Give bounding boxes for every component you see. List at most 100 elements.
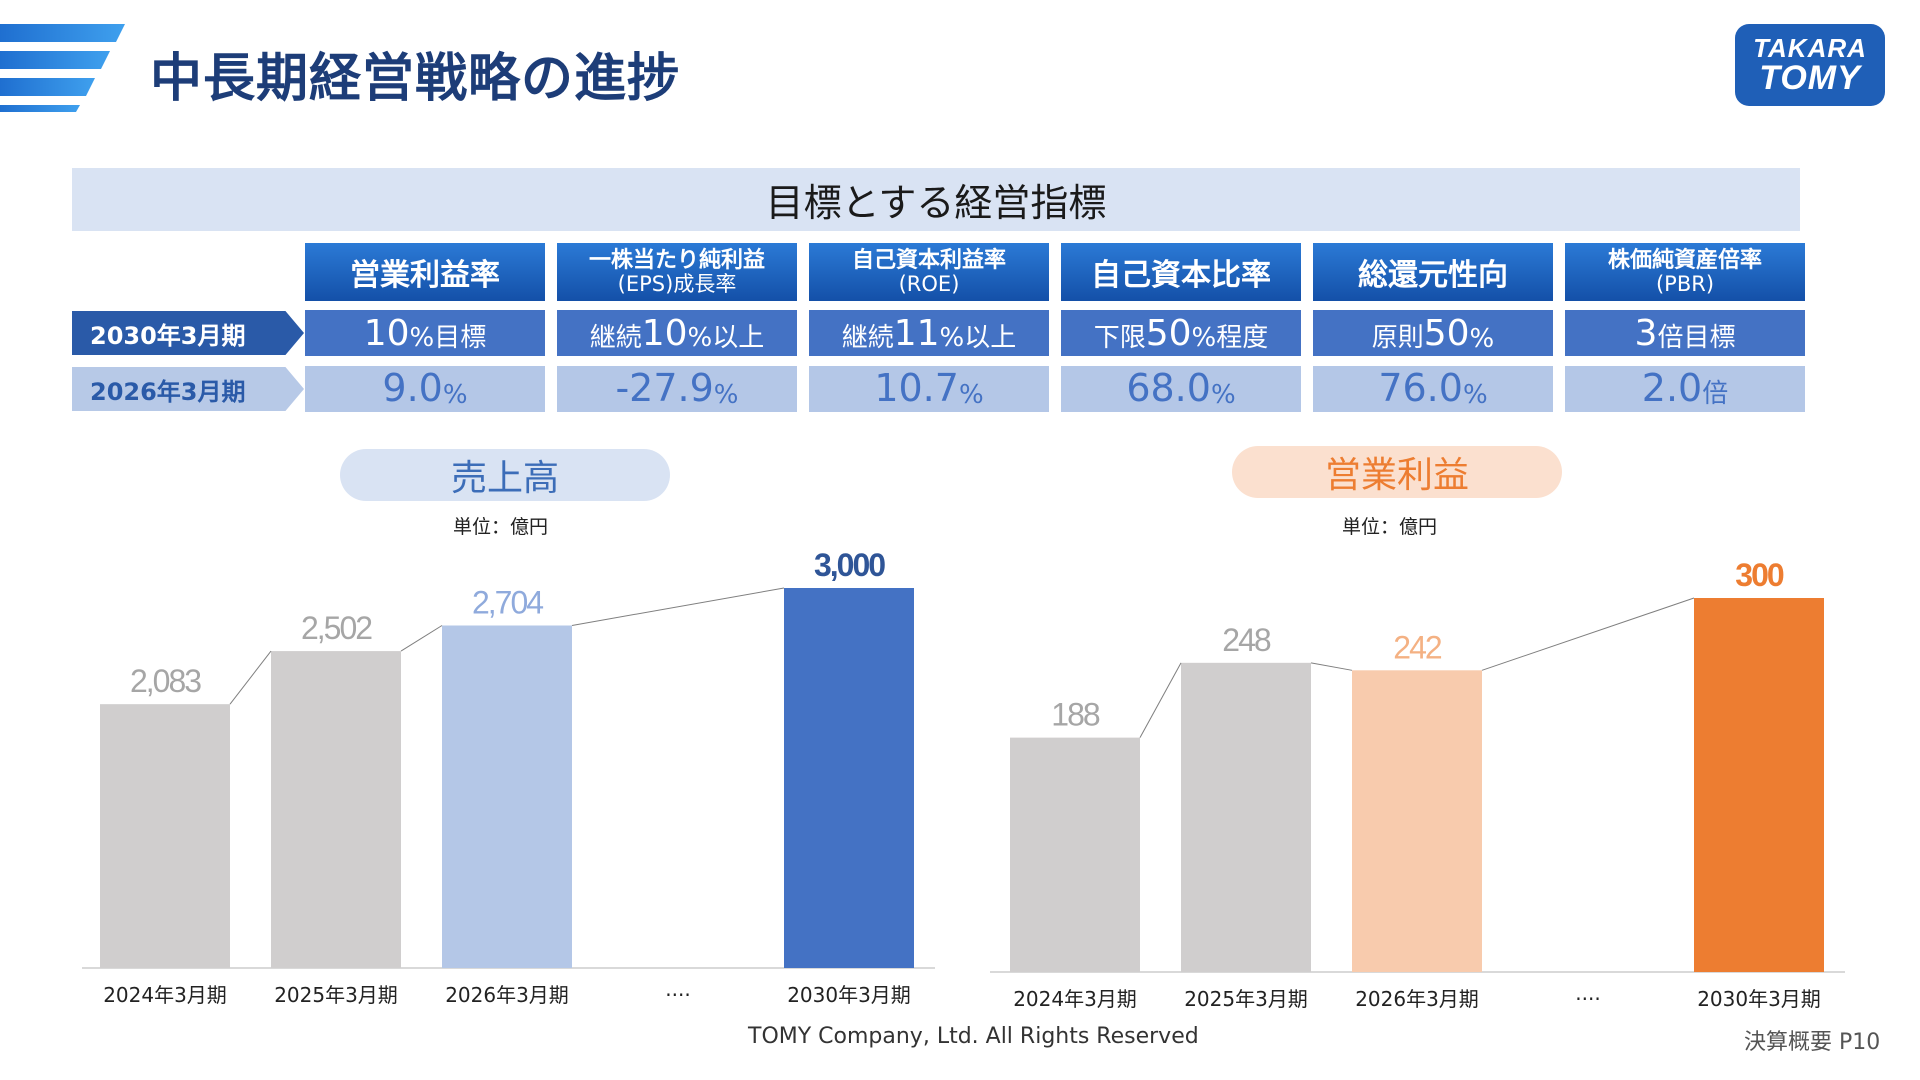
bar-value-label: 3,000 — [814, 547, 885, 583]
category-label: ···· — [665, 983, 690, 1007]
kpi-target-cell: 10 %目標 — [305, 310, 545, 356]
kpi-actual-cell: 10.7% — [809, 366, 1049, 412]
kpi-target-suffix: %以上 — [687, 323, 765, 353]
kpi-target-suffix: 倍目標 — [1657, 323, 1736, 353]
bar-2 — [1352, 670, 1482, 972]
bar-value-label: 2,502 — [301, 610, 372, 646]
category-label: 2030年3月期 — [1697, 987, 1821, 1011]
kpi-target-prefix: 下限 — [1093, 323, 1146, 353]
category-label: 2024年3月期 — [103, 983, 227, 1007]
kpi-header-1: 一株当たり純利益 (EPS)成長率 — [557, 243, 797, 301]
kpi-actual-suffix: % — [442, 380, 468, 410]
bar-0 — [100, 704, 230, 968]
connector-line — [400, 625, 443, 652]
kpi-header-line: (ROE) — [898, 272, 960, 297]
kpi-header-line: 自己資本利益率 — [851, 247, 1006, 273]
kpi-header-2: 自己資本利益率 (ROE) — [809, 243, 1049, 301]
page-title: 中長期経営戦略の進捗 — [150, 49, 681, 109]
category-label: 2026年3月期 — [445, 983, 569, 1007]
bar-value-label: 2,083 — [130, 663, 201, 699]
kpi-header-line: 総還元性向 — [1358, 258, 1508, 293]
kpi-actual-cell: -27.9% — [557, 366, 797, 412]
bar-value-label: 2,704 — [472, 584, 543, 620]
kpi-target-suffix: %以上 — [939, 323, 1017, 353]
kpi-actual-value: 2.0 — [1641, 366, 1703, 410]
bar-4 — [784, 588, 914, 968]
kpi-target-prefix: 継続 — [589, 323, 642, 353]
kpi-header-line: 一株当たり純利益 — [588, 247, 765, 273]
kpi-target-num: 50 — [1145, 313, 1192, 354]
kpi-header-line: 株価純資産倍率 — [1607, 247, 1762, 273]
kpi-actual-cell: 68.0% — [1061, 366, 1301, 412]
row-label-target: 2030年3月期 — [72, 311, 304, 355]
bar-value-label: 188 — [1051, 697, 1100, 733]
kpi-target-cell: 継続 10 %以上 — [557, 310, 797, 356]
kpi-header-line: (EPS)成長率 — [617, 272, 737, 297]
logo-line-2: TOMY — [1759, 59, 1861, 97]
sales-unit-label: 単位：億円 — [453, 516, 549, 538]
category-label: 2025年3月期 — [1184, 987, 1308, 1011]
connector-line — [229, 650, 272, 705]
category-label: ···· — [1575, 987, 1600, 1011]
connector-line — [571, 587, 785, 626]
header-stripes-decoration — [0, 24, 125, 112]
kpi-header-3: 自己資本比率 — [1061, 243, 1301, 301]
kpi-banner: 目標とする経営指標 — [72, 168, 1800, 231]
kpi-header-line: (PBR) — [1655, 272, 1715, 297]
kpi-actual-value: 9.0 — [382, 366, 443, 410]
kpi-actual-suffix: % — [958, 380, 984, 410]
connector-line — [1139, 662, 1182, 738]
kpi-target-cell: 継続 11 %以上 — [809, 310, 1049, 356]
takara-tomy-logo: TAKARA TOMY — [1735, 24, 1885, 106]
operating-profit-unit-label: 単位：億円 — [1342, 516, 1438, 538]
category-label: 2030年3月期 — [787, 983, 911, 1007]
kpi-target-num: 10 — [363, 313, 410, 354]
row-label-actual: 2026年3月期 — [72, 367, 304, 411]
kpi-actual-value: 76.0 — [1378, 366, 1463, 410]
footer-copyright: TOMY Company, Ltd. All Rights Reserved — [748, 1024, 1199, 1049]
bar-2 — [442, 625, 572, 968]
kpi-target-num: 3 — [1634, 313, 1658, 354]
category-label: 2024年3月期 — [1013, 987, 1137, 1011]
kpi-target-suffix: %程度 — [1191, 323, 1269, 353]
connector-line — [1310, 662, 1353, 671]
kpi-actual-cell: 76.0% — [1313, 366, 1553, 412]
kpi-actual-suffix: % — [1210, 380, 1236, 410]
bar-value-label: 242 — [1393, 629, 1442, 665]
kpi-actual-suffix: 倍 — [1702, 379, 1729, 409]
kpi-actual-suffix: % — [1462, 380, 1488, 410]
kpi-target-num: 10 — [641, 313, 688, 354]
bar-value-label: 300 — [1735, 557, 1784, 593]
sales-chart-title: 売上高 — [340, 449, 670, 501]
kpi-target-prefix: 継続 — [841, 323, 894, 353]
kpi-actual-value: 10.7 — [874, 366, 959, 410]
kpi-target-prefix: 原則 — [1371, 323, 1424, 353]
kpi-header-4: 総還元性向 — [1313, 243, 1553, 301]
bar-4 — [1694, 598, 1824, 972]
bar-value-label: 248 — [1222, 622, 1271, 658]
kpi-header-line: 自己資本比率 — [1091, 258, 1271, 293]
bar-1 — [1181, 662, 1311, 972]
kpi-target-cell: 原則 50% — [1313, 310, 1553, 356]
kpi-target-suffix: % — [1469, 324, 1495, 354]
kpi-actual-cell: 2.0 倍 — [1565, 366, 1805, 412]
kpi-target-cell: 3 倍目標 — [1565, 310, 1805, 356]
kpi-header-5: 株価純資産倍率 (PBR) — [1565, 243, 1805, 301]
category-label: 2026年3月期 — [1355, 987, 1479, 1011]
kpi-actual-cell: 9.0% — [305, 366, 545, 412]
kpi-target-num: 11 — [893, 313, 940, 354]
kpi-header-0: 営業利益率 — [305, 243, 545, 301]
kpi-target-suffix: %目標 — [409, 323, 487, 353]
connector-line — [1481, 597, 1695, 671]
category-label: 2025年3月期 — [274, 983, 398, 1007]
kpi-actual-value: 68.0 — [1126, 366, 1211, 410]
logo-line-1: TAKARA — [1753, 33, 1867, 63]
kpi-target-num: 50 — [1423, 313, 1470, 354]
kpi-actual-value: -27.9 — [615, 366, 714, 410]
bar-0 — [1010, 737, 1140, 972]
page-number: 決算概要 P10 — [1744, 1030, 1881, 1055]
bar-1 — [271, 651, 401, 968]
operating-profit-chart-title: 営業利益 — [1232, 446, 1562, 498]
kpi-header-line: 営業利益率 — [350, 258, 500, 293]
